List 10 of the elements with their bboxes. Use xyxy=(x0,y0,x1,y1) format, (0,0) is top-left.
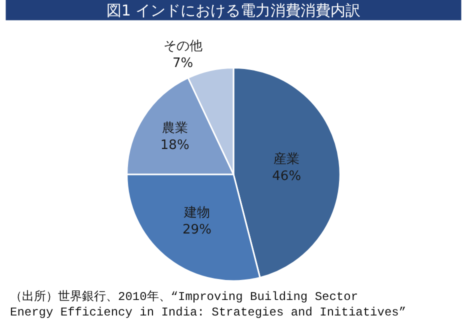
data-label: 18% xyxy=(160,138,190,154)
slice-label: その他 xyxy=(163,39,202,54)
slice-label: 産業 xyxy=(274,151,300,168)
slice-label: 農業 xyxy=(162,121,188,136)
chart-title: 図1 インドにおける電力消費消費内訳 xyxy=(106,1,361,20)
data-label: 46% xyxy=(272,169,302,184)
text: （出所）世界銀行、2010年、“Improving Building Sector Energy Efficiency in India: Strategies and Initiatives” xyxy=(10,290,406,320)
data-label: 29% xyxy=(182,222,212,238)
data-label: 7% xyxy=(172,56,194,72)
slice-label: 建物 xyxy=(182,205,210,220)
